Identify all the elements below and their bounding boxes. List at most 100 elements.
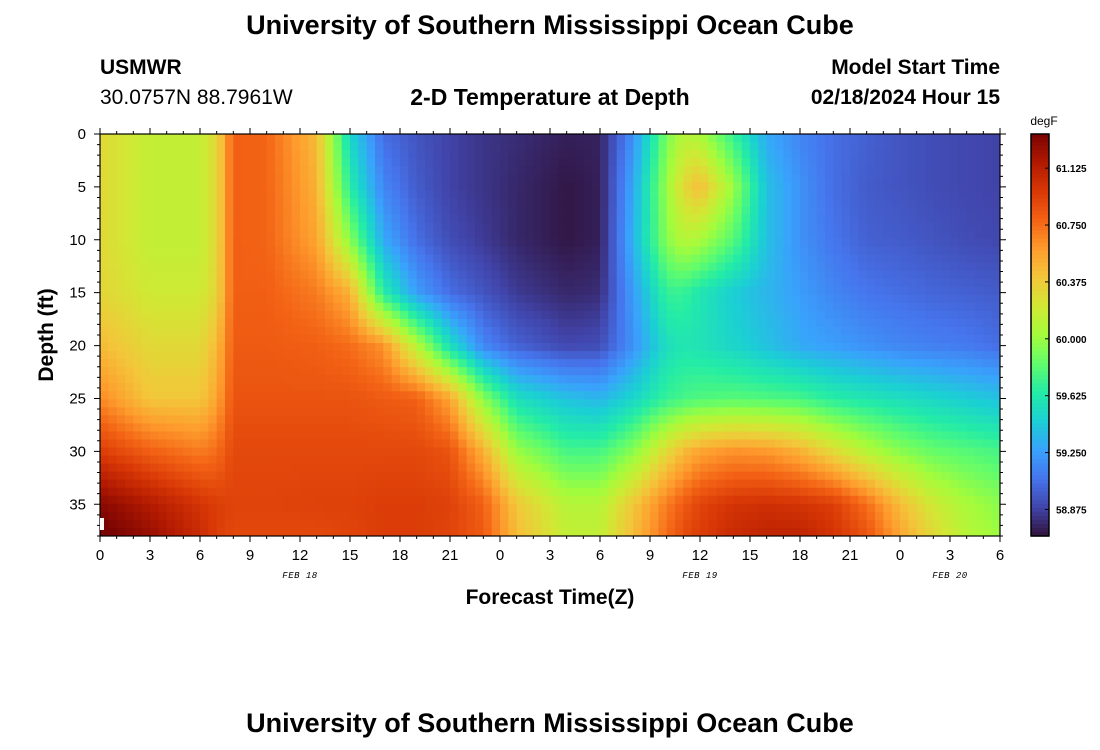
- heat-cell: [400, 423, 409, 433]
- heat-cell: [833, 294, 843, 304]
- heat-cell: [225, 423, 234, 433]
- heat-cell: [508, 206, 518, 215]
- heat-cell: [841, 294, 851, 304]
- heat-cell: [116, 230, 126, 240]
- heat-cell: [266, 463, 276, 473]
- heat-cell: [516, 206, 526, 215]
- heat-cell: [891, 439, 901, 449]
- heat-cell: [508, 278, 518, 288]
- heat-cell: [566, 238, 576, 248]
- heat-cell: [758, 495, 768, 505]
- heat-cell: [541, 495, 551, 505]
- heat-cell: [550, 262, 559, 272]
- heat-cell: [958, 326, 968, 336]
- heat-cell: [825, 391, 834, 400]
- heat-cell: [983, 399, 993, 408]
- heat-cell: [675, 182, 684, 191]
- heat-cell: [991, 230, 1000, 240]
- heat-cell: [666, 302, 676, 312]
- heat-cell: [158, 310, 168, 320]
- heat-cell: [700, 487, 709, 497]
- heat-cell: [158, 278, 168, 288]
- heat-cell: [941, 431, 951, 441]
- heat-cell: [783, 134, 793, 143]
- heat-cell: [383, 254, 393, 264]
- heat-cell: [300, 190, 309, 199]
- heat-cell: [650, 286, 659, 296]
- heat-cell: [600, 222, 609, 232]
- heat-cell: [791, 230, 801, 240]
- heat-cell: [166, 343, 176, 352]
- heat-cell: [250, 335, 259, 344]
- heat-cell: [291, 246, 301, 256]
- heat-cell: [733, 487, 743, 497]
- heat-cell: [683, 367, 693, 376]
- heat-cell: [683, 487, 693, 497]
- heat-cell: [808, 375, 818, 384]
- heat-cell: [550, 182, 559, 191]
- heat-cell: [400, 158, 409, 167]
- heat-cell: [841, 302, 851, 312]
- heat-cell: [583, 134, 593, 143]
- heat-cell: [683, 142, 693, 151]
- heat-cell: [775, 479, 784, 489]
- heat-cell: [716, 222, 726, 232]
- heat-cell: [333, 471, 343, 481]
- heat-cell: [175, 230, 184, 240]
- heat-cell: [525, 447, 534, 457]
- heat-cell: [650, 351, 659, 360]
- heat-cell: [158, 286, 168, 296]
- heat-cell: [300, 150, 309, 159]
- heat-cell: [800, 415, 809, 425]
- heat-cell: [525, 310, 534, 320]
- heat-cell: [500, 158, 509, 167]
- heat-cell: [341, 238, 351, 248]
- heat-cell: [325, 383, 334, 392]
- heat-cell: [916, 238, 926, 248]
- heat-cell: [983, 230, 993, 240]
- heat-cell: [466, 310, 476, 320]
- heat-cell: [816, 166, 826, 175]
- heat-cell: [475, 206, 484, 215]
- heat-cell: [908, 318, 918, 328]
- heat-cell: [658, 286, 668, 296]
- heat-cell: [116, 431, 126, 441]
- heat-cell: [525, 479, 534, 489]
- heat-cell: [191, 214, 201, 224]
- heat-cell: [158, 503, 168, 513]
- heat-cell: [908, 359, 918, 368]
- heat-cell: [250, 174, 259, 183]
- heat-cell: [425, 166, 434, 175]
- heat-cell: [891, 423, 901, 433]
- heat-cell: [850, 391, 859, 400]
- heat-cell: [250, 246, 259, 256]
- heat-cell: [866, 359, 876, 368]
- heat-cell: [250, 487, 259, 497]
- heat-cell: [466, 431, 476, 441]
- heat-cell: [258, 214, 268, 224]
- heat-cell: [391, 286, 401, 296]
- heat-cell: [350, 262, 359, 272]
- heat-cell: [816, 318, 826, 328]
- heat-cell: [583, 222, 593, 232]
- heat-cell: [216, 495, 226, 505]
- heat-cell: [300, 399, 309, 408]
- heat-cell: [316, 198, 326, 207]
- heat-cell: [533, 455, 543, 465]
- heat-cell: [400, 174, 409, 183]
- heat-cell: [875, 447, 884, 457]
- heat-cell: [383, 351, 393, 360]
- heat-cell: [100, 471, 109, 481]
- heat-cell: [716, 214, 726, 224]
- heat-cell: [400, 302, 409, 312]
- heat-cell: [908, 351, 918, 360]
- heat-cell: [925, 214, 934, 224]
- heat-cell: [483, 455, 493, 465]
- heat-cell: [433, 439, 443, 449]
- heat-cell: [608, 407, 618, 416]
- heat-cell: [550, 286, 559, 296]
- heat-cell: [600, 391, 609, 400]
- heat-cell: [241, 335, 251, 344]
- heat-cell: [866, 471, 876, 481]
- heat-cell: [858, 214, 868, 224]
